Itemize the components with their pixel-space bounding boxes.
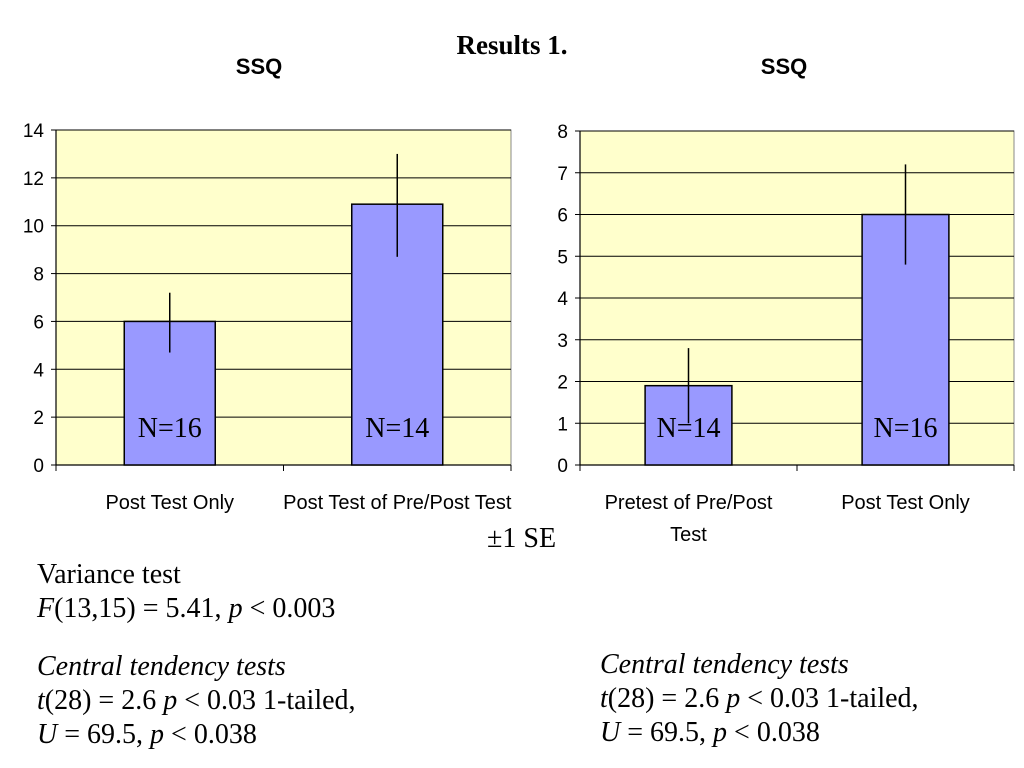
variance-test-block: Variance test F(13,15) = 5.41, p < 0.003 (37, 558, 335, 626)
bar-n-label: N=16 (138, 413, 202, 444)
y-tick-label: 8 (33, 265, 44, 286)
x-category-label: Post Test Only (105, 492, 234, 514)
t-test-line: t(28) = 2.6 p < 0.03 1-tailed, (600, 682, 919, 716)
p-symbol: p (163, 685, 178, 716)
y-tick-label: 14 (23, 121, 45, 142)
u-stat-values: = 69.5, (620, 717, 714, 748)
y-tick-label: 6 (33, 312, 44, 333)
variance-stat-line: F(13,15) = 5.41, p < 0.003 (37, 592, 335, 626)
p-value: < 0.003 (242, 593, 336, 624)
central-tendency-right: Central tendency tests t(28) = 2.6 p < 0… (600, 648, 919, 750)
y-tick-label: 3 (557, 331, 568, 352)
y-tick-label: 10 (23, 217, 44, 238)
p-symbol: p (228, 593, 243, 624)
t-stat-values: (28) = 2.6 (607, 683, 727, 714)
chart-title: SSQ (236, 54, 282, 79)
y-tick-label: 2 (33, 408, 44, 429)
t-symbol: t (600, 683, 608, 714)
slide-title: Results 1. (456, 30, 568, 60)
f-stat-values: (13,15) = 5.41, (54, 593, 229, 624)
t-p-value: < 0.03 1-tailed, (177, 685, 356, 716)
y-tick-label: 5 (557, 247, 568, 268)
x-category-label: Post Test of Pre/Post Test (283, 492, 512, 514)
t-stat-values: (28) = 2.6 (44, 685, 164, 716)
p-symbol: p (726, 683, 741, 714)
se-note: ±1 SE (487, 523, 557, 554)
u-symbol: U (37, 719, 58, 750)
y-tick-label: 12 (23, 169, 44, 190)
u-symbol: U (600, 717, 621, 748)
y-tick-label: 7 (557, 164, 568, 185)
y-tick-label: 8 (557, 122, 568, 143)
t-test-line: t(28) = 2.6 p < 0.03 1-tailed, (37, 684, 356, 718)
bar-n-label: N=14 (656, 413, 720, 444)
x-category-label: Pretest of Pre/Post Test (605, 492, 773, 546)
x-category-label: Post Test Only (841, 492, 970, 514)
variance-heading: Variance test (37, 559, 181, 590)
central-tendency-heading: Central tendency tests (600, 649, 849, 680)
y-tick-label: 6 (557, 206, 568, 227)
u-stat-values: = 69.5, (57, 719, 151, 750)
y-tick-label: 0 (557, 456, 568, 477)
u-test-line: U = 69.5, p < 0.038 (600, 716, 919, 750)
y-tick-label: 4 (557, 289, 568, 310)
central-tendency-heading: Central tendency tests (37, 651, 286, 682)
p-symbol: p (713, 717, 728, 748)
bar-n-label: N=16 (873, 413, 937, 444)
u-test-line: U = 69.5, p < 0.038 (37, 718, 356, 752)
y-tick-label: 4 (33, 360, 44, 381)
y-tick-label: 0 (33, 456, 44, 477)
y-tick-label: 1 (557, 414, 568, 435)
u-p-value: < 0.038 (727, 717, 820, 748)
t-p-value: < 0.03 1-tailed, (740, 683, 919, 714)
bar-n-label: N=14 (365, 413, 429, 444)
chart-title: SSQ (761, 54, 807, 79)
u-p-value: < 0.038 (164, 719, 257, 750)
f-symbol: F (37, 593, 55, 624)
t-symbol: t (37, 685, 45, 716)
central-tendency-left: Central tendency tests t(28) = 2.6 p < 0… (37, 650, 356, 752)
p-symbol: p (150, 719, 165, 750)
y-tick-label: 2 (557, 373, 568, 394)
